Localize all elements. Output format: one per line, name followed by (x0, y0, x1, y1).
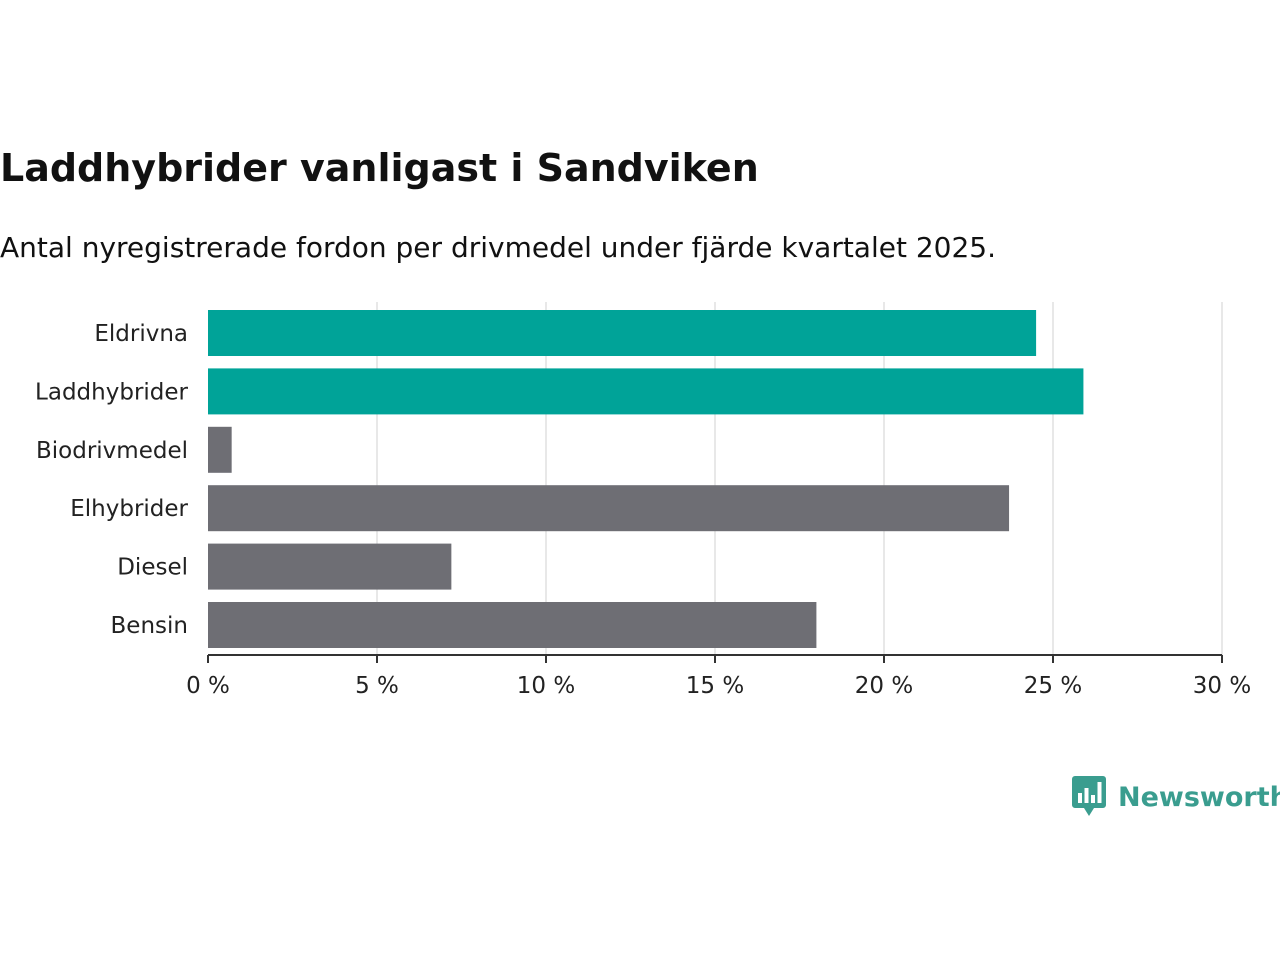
category-label: Diesel (117, 555, 188, 581)
x-tick-label: 15 % (686, 673, 744, 699)
bar-biodrivmedel (208, 426, 232, 473)
x-tick-label: 25 % (1024, 673, 1082, 699)
x-tick-label: 10 % (517, 673, 575, 699)
logo-text: Newsworthy (1118, 781, 1280, 813)
chart-subtitle: Antal nyregistrerade fordon per drivmede… (0, 231, 997, 264)
x-axis: 0 % 5 % 10 % 15 % 20 % 25 % 30 % (186, 654, 1251, 699)
category-labels: Eldrivna Laddhybrider Biodrivmedel Elhybrid… (35, 321, 188, 639)
bars (208, 310, 1084, 648)
category-label: Laddhybrider (35, 379, 188, 405)
bar-chart-speech-bubble-icon (1072, 776, 1106, 816)
category-label: Biodrivmedel (36, 438, 188, 464)
category-label: Eldrivna (94, 321, 188, 347)
gridlines (376, 302, 1223, 655)
category-label: Bensin (111, 613, 188, 639)
chart-title: Laddhybrider vanligast i Sandviken (0, 146, 759, 190)
x-tick-label: 0 % (186, 673, 230, 699)
bar-diesel (208, 543, 452, 590)
newsworthy-logo: Newsworthy (1072, 776, 1280, 818)
bar-bensin (208, 602, 817, 648)
bar-elhybrider (208, 485, 1010, 532)
x-tick-label: 20 % (855, 673, 913, 699)
bar-laddhybrider (208, 368, 1084, 415)
x-tick-label: 30 % (1193, 673, 1251, 699)
x-tick-label: 5 % (355, 673, 399, 699)
category-label: Elhybrider (70, 496, 188, 522)
bar-eldrivna (208, 310, 1037, 356)
